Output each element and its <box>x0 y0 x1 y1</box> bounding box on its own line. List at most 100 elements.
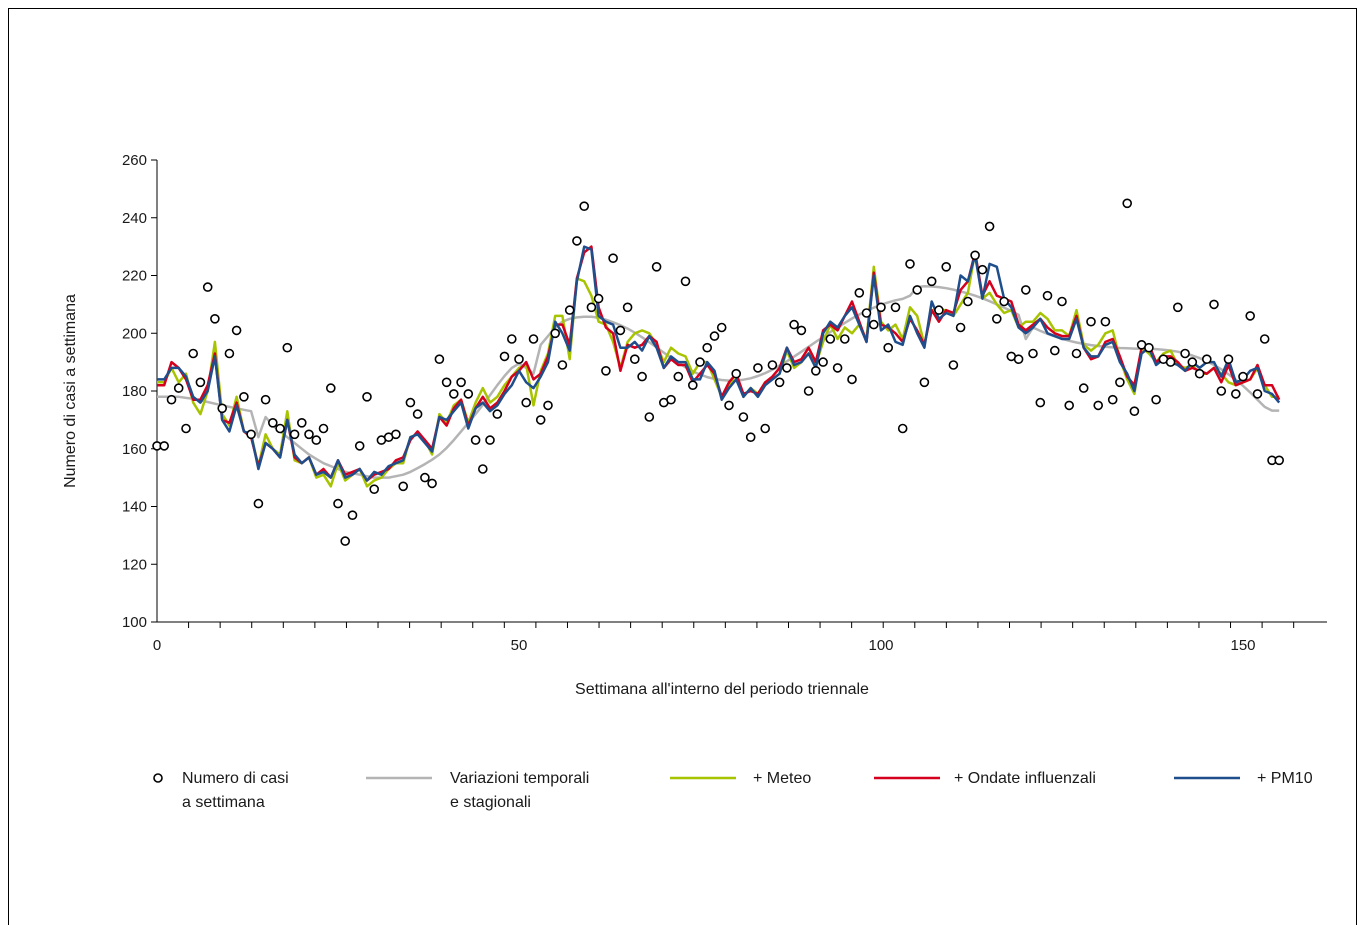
observed-point <box>695 357 705 367</box>
observed-point <box>195 377 206 388</box>
legend-label: Numero di casi <box>182 770 289 787</box>
observed-points <box>152 198 1284 546</box>
series-line-pm10 <box>157 245 1281 482</box>
observed-point <box>1144 342 1154 353</box>
observed-point <box>296 417 307 428</box>
observed-point <box>991 313 1002 324</box>
observed-point <box>253 498 264 509</box>
y-tick-label: 260 <box>122 152 147 169</box>
observed-point <box>767 360 778 370</box>
observed-point <box>289 429 300 440</box>
observed-point <box>166 394 177 405</box>
observed-point <box>1100 316 1111 327</box>
observed-point <box>999 296 1009 307</box>
observed-point <box>1129 406 1140 417</box>
observed-point <box>557 360 568 370</box>
series-lines <box>157 245 1281 488</box>
observed-point <box>456 377 466 388</box>
observed-point <box>340 536 351 546</box>
observed-point <box>231 325 242 336</box>
observed-point <box>586 302 597 313</box>
y-ticks: 100 120 140 160 180 200 220 240 260 <box>122 152 157 631</box>
observed-point <box>1187 357 1198 367</box>
observed-point <box>304 429 314 440</box>
observed-point <box>810 365 821 376</box>
x-tick-label: 50 <box>511 637 528 654</box>
observed-point <box>890 302 901 313</box>
y-tick-label: 140 <box>122 499 147 516</box>
y-tick-label: 120 <box>122 556 147 573</box>
observed-point <box>593 293 604 304</box>
observed-point <box>369 484 380 495</box>
observed-point <box>1042 290 1053 301</box>
observed-point <box>601 365 611 376</box>
observed-point <box>1274 455 1284 466</box>
series-line-meteo <box>157 251 1280 488</box>
observed-point <box>1245 311 1255 321</box>
observed-point <box>318 423 329 434</box>
observed-point <box>854 287 865 298</box>
y-axis-label: Numero di casi a settimana <box>62 294 79 488</box>
observed-point <box>275 423 285 434</box>
observed-point <box>1180 348 1190 359</box>
observed-point <box>637 371 647 382</box>
observed-point <box>1064 400 1074 411</box>
observed-point <box>796 325 807 336</box>
observed-point <box>1028 348 1038 359</box>
observed-point <box>941 261 952 272</box>
observed-point <box>731 368 742 379</box>
observed-point <box>188 348 198 359</box>
observed-point <box>1252 389 1263 399</box>
observed-point <box>239 391 249 402</box>
observed-point <box>876 302 886 313</box>
observed-point <box>485 435 495 445</box>
y-tick-label: 180 <box>122 383 147 400</box>
x-tick-label: 100 <box>868 637 893 654</box>
observed-point <box>420 472 430 483</box>
observed-point <box>572 236 582 246</box>
observed-point <box>1115 377 1125 388</box>
observed-point <box>615 325 626 336</box>
observed-point <box>412 409 423 419</box>
observed-point <box>260 394 271 405</box>
observed-point <box>434 354 445 365</box>
observed-point <box>782 363 792 373</box>
y-tick-label: 200 <box>122 325 147 342</box>
observed-point <box>1173 302 1183 313</box>
y-tick-label: 240 <box>122 210 147 227</box>
observed-point <box>564 305 575 315</box>
observed-point <box>217 403 227 414</box>
observed-point <box>1165 357 1176 367</box>
observed-point <box>687 380 698 391</box>
observed-point <box>579 201 590 211</box>
observed-point <box>202 282 213 292</box>
observed-point <box>528 334 539 344</box>
observed-point <box>1194 368 1205 379</box>
legend-marker-observed <box>153 773 163 783</box>
observed-point <box>926 276 937 287</box>
legend-label: + Ondate influenzali <box>954 770 1096 787</box>
observed-point <box>818 357 828 367</box>
observed-point <box>608 253 618 264</box>
observed-point <box>1216 386 1227 396</box>
observed-point <box>861 308 872 318</box>
observed-point <box>709 331 720 341</box>
observed-point <box>543 400 553 411</box>
observed-point <box>673 371 684 382</box>
observed-point <box>347 510 358 521</box>
legend-label: e stagionali <box>450 794 531 811</box>
observed-point <box>550 328 561 339</box>
observed-point <box>839 334 850 344</box>
y-tick-label: 100 <box>122 614 147 631</box>
observed-point <box>1050 345 1060 356</box>
observed-point <box>977 264 988 275</box>
legend-label: Variazioni temporali <box>450 770 589 787</box>
series-line-influenza <box>157 245 1281 482</box>
observed-point <box>738 412 749 422</box>
observed-point <box>970 250 980 261</box>
observed-point <box>311 435 322 445</box>
observed-point <box>506 334 517 344</box>
observed-point <box>1086 316 1096 327</box>
observed-point <box>760 423 771 434</box>
observed-point <box>1107 394 1118 405</box>
